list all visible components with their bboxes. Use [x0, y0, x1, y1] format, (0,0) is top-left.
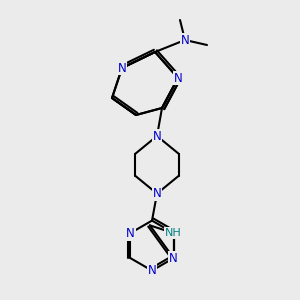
- Text: N: N: [126, 226, 135, 240]
- Text: N: N: [153, 187, 161, 200]
- Text: N: N: [181, 34, 189, 46]
- Text: N: N: [174, 71, 182, 85]
- Text: N: N: [118, 61, 126, 74]
- Text: N: N: [148, 264, 156, 277]
- Text: NH: NH: [165, 228, 182, 238]
- Text: N: N: [169, 252, 178, 265]
- Text: N: N: [153, 130, 161, 142]
